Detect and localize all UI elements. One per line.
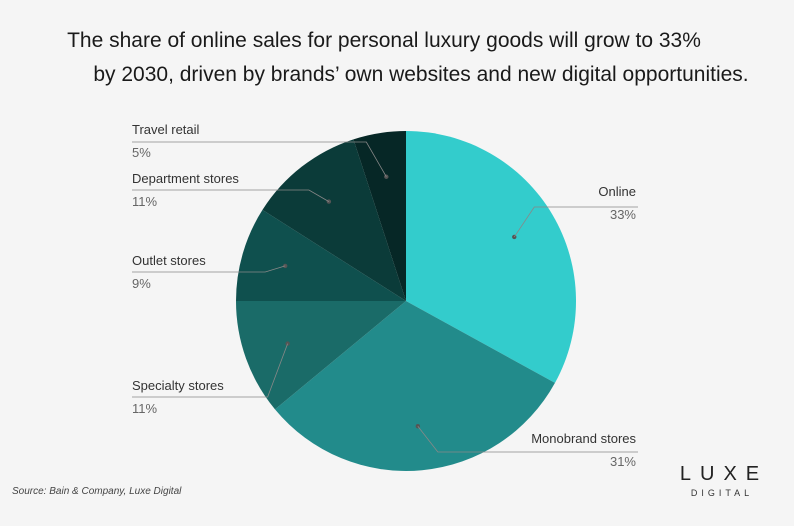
- label-outlet-stores: Outlet stores: [132, 253, 206, 268]
- chart-title-line-2: by 2030, driven by brands’ own websites …: [93, 63, 748, 86]
- value-travel-retail: 5%: [132, 145, 151, 160]
- label-specialty-stores: Specialty stores: [132, 378, 224, 393]
- pie-labels: Online 33% Monobrand stores 31% Specialty st…: [132, 122, 638, 469]
- pie-slices: [236, 131, 576, 472]
- pie-slice-specialty-stores: [236, 301, 406, 410]
- value-department-stores: 11%: [132, 194, 157, 209]
- label-monobrand-stores: Monobrand stores: [531, 431, 636, 446]
- pie-slice-online: [406, 131, 576, 383]
- pie-slice-outlet-stores: [236, 209, 406, 301]
- leader-line-monobrand-stores: [417, 425, 638, 453]
- source-note: Source: Bain & Company, Luxe Digital: [12, 486, 182, 497]
- value-specialty-stores: 11%: [132, 401, 157, 416]
- leader-line-department-stores: [132, 189, 330, 202]
- pie-slice-department-stores: [262, 139, 406, 301]
- leader-dot-outlet-stores: [282, 263, 288, 269]
- label-travel-retail: Travel retail: [132, 122, 200, 137]
- label-online: Online: [598, 184, 636, 199]
- label-department-stores: Department stores: [132, 171, 239, 186]
- pie-slice-travel-retail: [353, 131, 406, 301]
- pie-slice-monobrand-stores: [275, 301, 555, 472]
- value-outlet-stores: 9%: [132, 276, 151, 291]
- brand-logo-name: LUXE: [680, 463, 768, 485]
- leader-line-outlet-stores: [132, 265, 286, 273]
- leader-line-online: [513, 206, 638, 238]
- leader-line-travel-retail: [132, 141, 387, 177]
- leader-line-specialty-stores: [132, 343, 289, 398]
- value-online: 33%: [610, 207, 636, 222]
- chart-title-line-1: The share of online sales for personal l…: [67, 29, 701, 52]
- brand-logo-sub: DIGITAL: [691, 488, 753, 498]
- value-monobrand-stores: 31%: [610, 454, 636, 469]
